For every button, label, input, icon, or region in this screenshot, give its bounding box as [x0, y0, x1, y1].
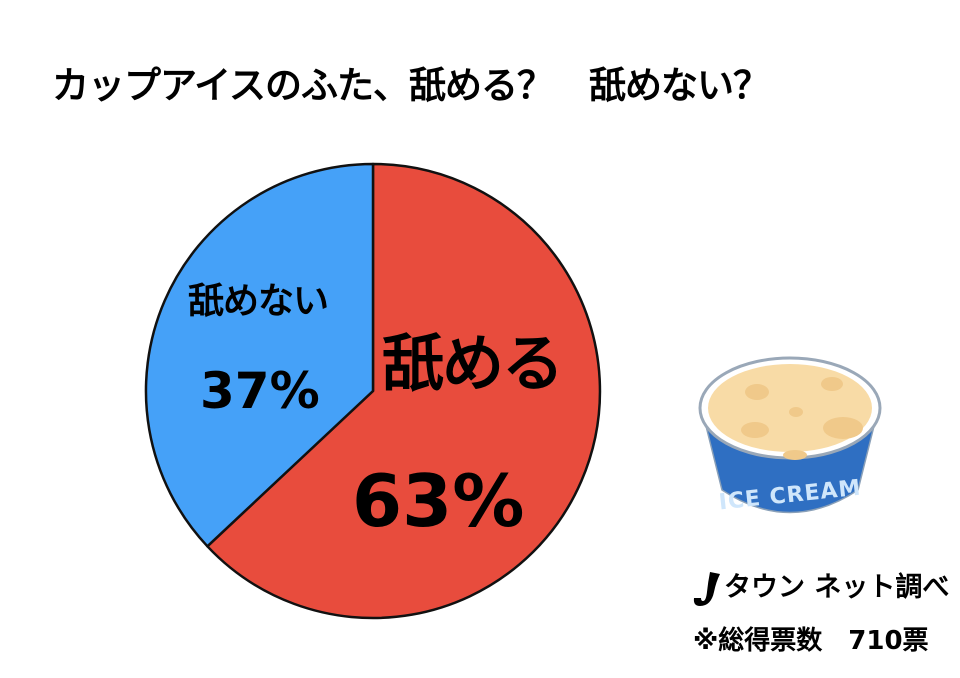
- slice-pct-yes: 63%: [352, 459, 525, 543]
- source-brand: タウン ネット: [724, 572, 896, 603]
- j-logo-icon: [693, 571, 720, 606]
- slice-label-yes: 舐める: [382, 327, 564, 400]
- ice-cream-cup-icon: ICE CREAM: [698, 356, 882, 515]
- total-votes: ※総得票数 710票: [693, 626, 929, 656]
- source-suffix: 調べ: [895, 572, 950, 603]
- slice-pct-no: 37%: [200, 362, 320, 420]
- slice-label-no: 舐めない: [188, 281, 329, 322]
- pie-slice-no: [144, 162, 375, 548]
- source-credit: タウン ネット調べ: [692, 565, 949, 608]
- chart-title: カップアイスのふた、舐める？ 舐めない？: [52, 64, 770, 107]
- pie-slice-yes: [206, 162, 602, 620]
